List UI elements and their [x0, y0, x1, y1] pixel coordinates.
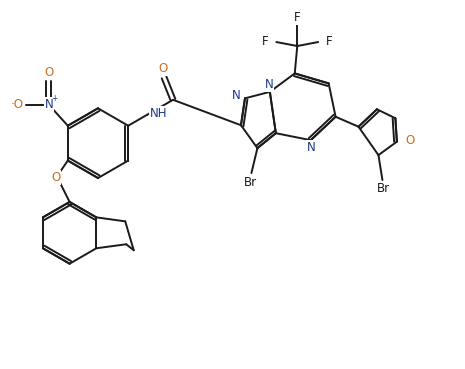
Text: F: F [326, 35, 332, 48]
Text: O: O [406, 134, 415, 147]
Text: N: N [265, 78, 273, 92]
Text: O: O [44, 66, 53, 79]
Text: N: N [45, 98, 53, 111]
Text: O: O [51, 171, 60, 184]
Text: ·O: ·O [11, 98, 24, 111]
Text: +: + [52, 94, 58, 103]
Text: O: O [159, 62, 168, 75]
Text: N: N [307, 141, 316, 154]
Text: Br: Br [377, 183, 390, 196]
Text: N: N [232, 89, 241, 102]
Text: NH: NH [150, 107, 167, 120]
Text: F: F [294, 11, 300, 24]
Text: F: F [262, 35, 269, 48]
Text: Br: Br [244, 176, 257, 189]
